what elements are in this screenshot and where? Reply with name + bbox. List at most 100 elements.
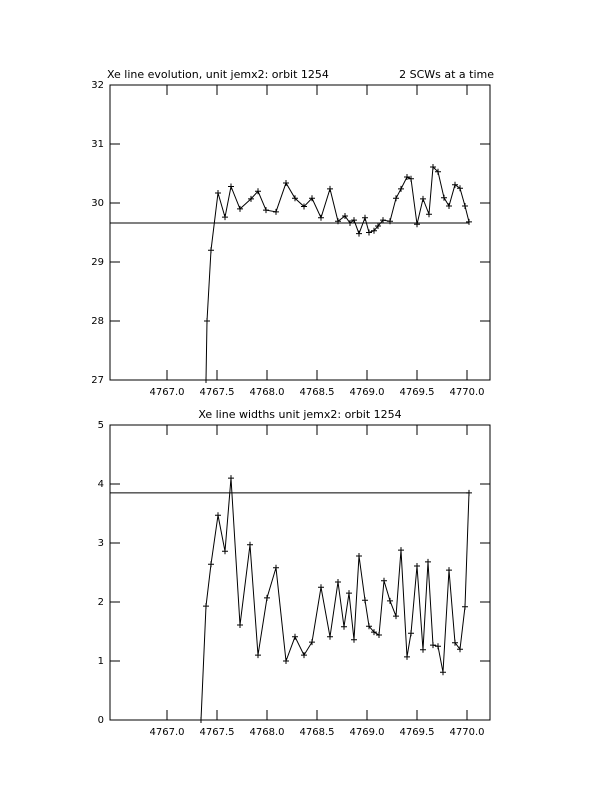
point-marker <box>420 646 426 653</box>
y-tick-label: 29 <box>91 257 104 268</box>
point-marker <box>248 195 254 202</box>
x-tick-label: 4767.5 <box>200 727 235 738</box>
point-marker <box>381 577 387 584</box>
point-marker <box>264 594 270 601</box>
point-marker <box>215 189 221 196</box>
point-marker <box>309 639 315 646</box>
point-marker <box>425 558 431 565</box>
point-marker <box>301 203 307 210</box>
x-tick-label: 4770.0 <box>450 387 485 398</box>
point-marker <box>222 548 228 555</box>
y-tick-label: 28 <box>91 316 104 327</box>
point-marker <box>452 181 458 188</box>
plot-frame <box>109 84 491 381</box>
point-marker <box>309 195 315 202</box>
point-marker <box>346 590 352 597</box>
point-marker <box>404 653 410 660</box>
point-marker <box>408 175 414 182</box>
point-marker <box>452 639 458 646</box>
point-marker <box>228 183 234 190</box>
point-marker <box>247 541 253 548</box>
point-marker <box>283 658 289 664</box>
x-tick-label: 4768.0 <box>250 387 285 398</box>
chart-subtitle: 2 SCWs at a time <box>399 68 494 81</box>
point-marker <box>347 220 353 227</box>
point-marker <box>435 168 441 175</box>
point-marker <box>301 652 307 659</box>
point-marker <box>215 512 221 519</box>
point-marker <box>356 230 362 237</box>
point-marker <box>435 643 441 650</box>
point-marker <box>380 217 386 224</box>
point-marker <box>318 584 324 591</box>
x-tick-label: 4768.5 <box>300 387 335 398</box>
y-tick-label: 2 <box>98 597 104 608</box>
point-marker <box>414 221 420 228</box>
point-marker <box>342 212 348 219</box>
point-marker <box>341 623 347 630</box>
point-marker <box>255 652 261 659</box>
y-tick-label: 0 <box>98 715 104 726</box>
point-marker <box>462 603 468 610</box>
point-marker <box>356 552 362 559</box>
x-tick-label: 4770.0 <box>450 727 485 738</box>
point-marker <box>404 174 410 181</box>
point-marker <box>387 218 393 225</box>
x-tick-label: 4768.5 <box>300 727 335 738</box>
chart-title: Xe line evolution, unit jemx2: orbit 125… <box>107 68 329 81</box>
point-marker <box>462 202 468 209</box>
point-marker <box>273 564 279 571</box>
point-marker <box>362 597 368 604</box>
point-marker <box>466 218 472 225</box>
point-marker <box>263 207 269 214</box>
point-marker <box>398 547 404 554</box>
point-marker <box>351 636 357 643</box>
point-marker <box>273 208 279 215</box>
x-tick-label: 4767.5 <box>200 387 235 398</box>
point-marker <box>387 597 393 604</box>
point-marker <box>457 646 463 653</box>
point-marker <box>366 229 372 236</box>
point-marker <box>420 195 426 202</box>
y-tick-label: 32 <box>91 80 104 91</box>
point-marker <box>222 214 228 221</box>
point-marker <box>208 561 214 568</box>
point-marker <box>203 377 209 383</box>
y-tick-label: 3 <box>98 538 104 549</box>
point-marker <box>371 629 377 636</box>
chart-title: Xe line widths unit jemx2: orbit 1254 <box>198 408 401 421</box>
point-marker <box>398 185 404 192</box>
point-marker <box>426 211 432 218</box>
point-marker <box>371 227 377 234</box>
point-marker <box>351 217 357 224</box>
point-marker <box>446 202 452 209</box>
point-marker <box>237 622 243 629</box>
point-marker <box>198 717 204 723</box>
point-marker <box>362 214 368 221</box>
point-marker <box>335 218 341 225</box>
point-marker <box>466 489 472 496</box>
point-marker <box>408 630 414 637</box>
point-marker <box>457 185 463 192</box>
point-marker <box>440 669 446 676</box>
point-marker <box>366 623 372 630</box>
point-marker <box>376 632 382 639</box>
point-marker <box>203 603 209 610</box>
point-marker <box>375 223 381 230</box>
point-marker <box>335 578 341 585</box>
point-marker <box>283 179 289 186</box>
plot-frame <box>109 424 491 721</box>
point-marker <box>292 195 298 202</box>
y-tick-label: 1 <box>98 656 104 667</box>
x-tick-label: 4769.5 <box>400 387 435 398</box>
point-marker <box>430 164 436 171</box>
point-marker <box>446 567 452 574</box>
y-tick-label: 31 <box>91 139 104 150</box>
point-marker <box>208 247 214 254</box>
y-tick-label: 4 <box>98 479 104 490</box>
x-tick-label: 4769.5 <box>400 727 435 738</box>
x-tick-label: 4767.0 <box>150 387 185 398</box>
x-tick-label: 4769.0 <box>350 387 385 398</box>
